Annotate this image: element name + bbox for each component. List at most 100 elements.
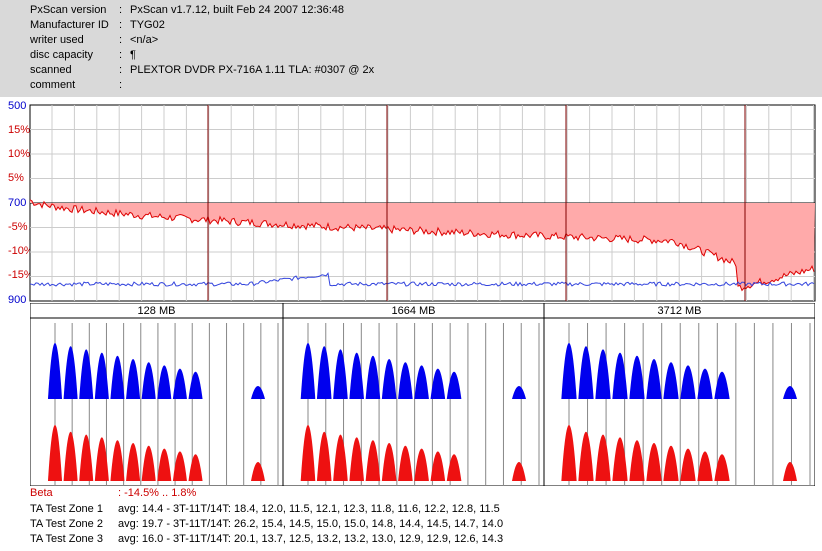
- info-value: ¶: [130, 49, 136, 61]
- land-peak: [430, 451, 446, 481]
- pit-peak: [646, 359, 662, 399]
- info-sep: :: [119, 79, 123, 91]
- pit-peak: [663, 362, 679, 399]
- ta-zone-key: TA Test Zone 1: [30, 503, 103, 515]
- land-peak: [126, 443, 141, 481]
- pit-peak: [398, 362, 413, 399]
- info-sep: :: [119, 34, 123, 46]
- info-key: comment: [30, 79, 76, 91]
- land-peak: [172, 451, 187, 481]
- land-peak: [783, 462, 797, 481]
- pit-peak: [349, 352, 364, 399]
- land-peak: [47, 425, 63, 481]
- pit-peak: [141, 362, 156, 399]
- land-peak: [680, 448, 696, 481]
- pit-peak: [172, 368, 187, 399]
- pit-peak: [697, 368, 713, 399]
- ta-zone-value: avg: 16.0 - 3T-11T/14T: 20.1, 13.7, 12.5…: [118, 533, 504, 545]
- land-peak: [629, 440, 645, 481]
- zone-label: 128 MB: [137, 305, 176, 317]
- pit-peak: [414, 365, 429, 399]
- y-axis-label: -5%: [8, 221, 28, 233]
- land-peak: [157, 448, 172, 481]
- land-peak: [365, 440, 381, 481]
- pit-peak: [316, 346, 332, 399]
- info-value: PLEXTOR DVDR PX-716A 1.11 TLA: #0307 @ 2…: [130, 64, 375, 76]
- land-peak: [578, 431, 594, 481]
- pit-peak: [79, 349, 94, 399]
- pit-peak: [512, 386, 526, 399]
- jitter-line: [29, 272, 815, 287]
- land-peak: [697, 451, 713, 481]
- zone-label: 1664 MB: [391, 305, 436, 317]
- pit-peak: [783, 386, 797, 399]
- land-peak: [414, 448, 429, 481]
- land-peak: [349, 437, 364, 481]
- land-peak: [381, 443, 397, 481]
- info-key: Manufacturer ID: [30, 19, 109, 31]
- beta-line: [29, 199, 815, 292]
- info-sep: :: [119, 64, 123, 76]
- pit-peak: [578, 346, 594, 399]
- pit-peak: [561, 343, 577, 399]
- land-peak: [612, 437, 628, 481]
- pit-peak: [612, 352, 628, 399]
- land-peak: [646, 443, 662, 481]
- pit-peak: [381, 359, 397, 399]
- beta-jitter-plot: [29, 104, 816, 302]
- results-footer: Beta : -14.5% .. 1.8% TA Test Zone 1 avg…: [0, 486, 822, 551]
- info-key: disc capacity: [30, 49, 93, 61]
- pit-peak: [333, 349, 348, 399]
- info-sep: :: [119, 19, 123, 31]
- pit-peak: [157, 365, 172, 399]
- pit-peak: [300, 343, 316, 399]
- info-value: <n/a>: [130, 34, 159, 46]
- pit-peak: [365, 355, 381, 399]
- zone-label: 3712 MB: [657, 305, 702, 317]
- pit-peak: [47, 343, 63, 399]
- land-peak: [446, 454, 462, 481]
- info-key: PxScan version: [30, 4, 107, 16]
- y-axis-label: 15%: [8, 124, 31, 136]
- pit-peak: [714, 371, 730, 399]
- land-peak: [663, 445, 679, 481]
- land-peak: [251, 462, 265, 481]
- land-peak: [316, 431, 332, 481]
- land-peak: [595, 434, 611, 481]
- info-value: PxScan v1.7.12, built Feb 24 2007 12:36:…: [130, 4, 345, 16]
- y-axis-label: -10%: [8, 245, 34, 257]
- info-sep: :: [119, 49, 123, 61]
- beta-key: Beta: [30, 487, 53, 499]
- info-value: TYG02: [130, 19, 165, 31]
- y-axis-label: 700: [8, 197, 27, 209]
- ta-zones-plot: [30, 303, 815, 486]
- pit-peak: [110, 355, 125, 399]
- y-axis-label: 5%: [8, 172, 24, 184]
- pit-peak: [126, 359, 141, 399]
- pit-peak: [629, 355, 645, 399]
- land-peak: [79, 434, 94, 481]
- land-peak: [300, 425, 316, 481]
- info-sep: :: [119, 4, 123, 16]
- ta-zones-panel: 128 MB 1664 MB 3712 MB: [30, 303, 815, 486]
- beta-area: [30, 199, 815, 291]
- pit-peak: [63, 346, 78, 399]
- land-peak: [141, 445, 156, 481]
- y-axis-label: -15%: [8, 269, 34, 281]
- pit-peak: [430, 368, 446, 399]
- scan-info-header: PxScan version : PxScan v1.7.12, built F…: [0, 0, 822, 97]
- land-peak: [333, 434, 348, 481]
- land-peak: [512, 462, 526, 481]
- pit-peak: [446, 371, 462, 399]
- land-peak: [94, 437, 109, 481]
- ta-zone-value: avg: 19.7 - 3T-11T/14T: 26.2, 15.4, 14.5…: [118, 518, 504, 530]
- pit-peak: [188, 371, 203, 399]
- pit-peak: [94, 352, 109, 399]
- ta-zone-key: TA Test Zone 2: [30, 518, 103, 530]
- ta-zone-value: avg: 14.4 - 3T-11T/14T: 18.4, 12.0, 11.5…: [118, 503, 500, 515]
- land-peak: [188, 454, 203, 481]
- pit-peak: [680, 365, 696, 399]
- pit-peak: [595, 349, 611, 399]
- y-axis-label: 10%: [8, 148, 31, 160]
- info-key: scanned: [30, 64, 72, 76]
